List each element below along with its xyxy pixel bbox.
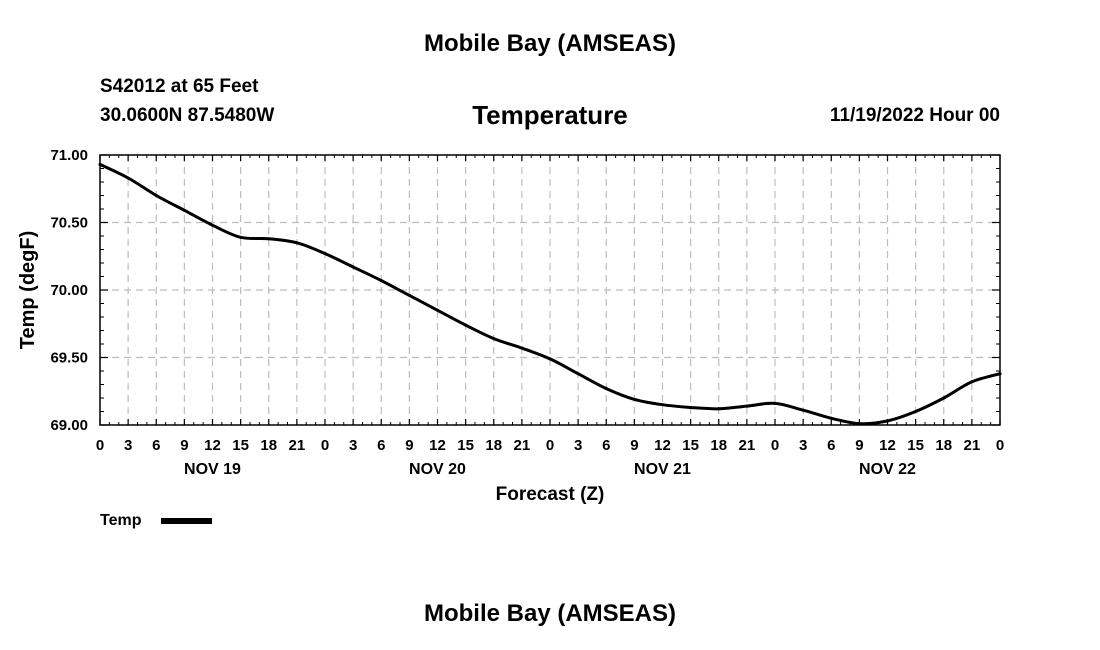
x-tick-label: 15 — [457, 437, 474, 454]
temp-data-point — [154, 194, 158, 197]
page-title: Mobile Bay (AMSEAS) — [423, 30, 677, 57]
x-tick-label: 15 — [682, 437, 699, 454]
x-tick-label: 3 — [799, 437, 807, 454]
temp-data-point — [745, 404, 749, 408]
x-tick-label: 9 — [630, 437, 638, 454]
station-label: S42012 at 65 Feet — [100, 76, 259, 97]
temp-data-point — [407, 293, 411, 297]
x-tick-label: 21 — [739, 437, 756, 454]
temp-data-point — [689, 405, 693, 409]
temp-data-point — [970, 380, 974, 384]
x-tick-label: 0 — [321, 437, 329, 454]
temp-data-point — [857, 422, 861, 426]
temp-data-point — [717, 407, 721, 411]
temp-data-point — [661, 403, 664, 407]
y-axis-label: Temp (degF) — [17, 231, 39, 350]
y-tick-label: 71.00 — [50, 147, 88, 164]
x-tick-label: 12 — [204, 437, 221, 454]
temp-data-point — [886, 419, 889, 423]
temp-data-point — [295, 241, 299, 245]
temp-data-point — [351, 265, 355, 269]
temp-data-point — [379, 279, 383, 283]
day-label: NOV 20 — [409, 461, 466, 478]
legend: Temp — [100, 512, 212, 529]
temp-data-point — [182, 208, 186, 212]
day-label: NOV 19 — [184, 461, 241, 478]
x-tick-label: 18 — [935, 437, 952, 454]
x-tick-label: 18 — [260, 437, 277, 454]
x-axis-label: Forecast (Z) — [496, 484, 605, 505]
x-tick-label: 9 — [180, 437, 188, 454]
y-tick-label: 70.00 — [50, 282, 88, 299]
day-label: NOV 22 — [859, 461, 916, 478]
x-tick-label: 3 — [349, 437, 357, 454]
x-tick-label: 21 — [964, 437, 981, 454]
forecast-datetime: 11/19/2022 Hour 00 — [829, 105, 1000, 126]
x-tick-label: 6 — [377, 437, 385, 454]
x-tick-label: 6 — [602, 437, 610, 454]
y-tick-label: 69.00 — [50, 417, 88, 434]
temp-data-point — [829, 416, 833, 420]
temp-data-point — [323, 252, 327, 256]
temp-data-point — [98, 162, 102, 166]
temp-data-point — [211, 223, 214, 227]
axis-ticks — [99, 154, 1001, 426]
temp-data-point — [801, 408, 805, 412]
x-tick-label: 9 — [855, 437, 863, 454]
y-tick-label: 70.50 — [50, 215, 88, 232]
axis-labels: 0 3 6 9 12 15 18 21 0 3 6 9 12 15 18 21 0 3 6 9 12 15 18 21 0 3 6 9… — [50, 147, 1004, 478]
x-tick-label: 6 — [827, 437, 835, 454]
footer-title: Mobile Bay (AMSEAS) — [423, 600, 677, 627]
x-tick-label: 21 — [514, 437, 531, 454]
grid — [100, 155, 1000, 425]
x-tick-label: 18 — [710, 437, 727, 454]
legend-label-temp: Temp — [100, 512, 142, 529]
temp-data-point — [436, 308, 439, 312]
chart-title: Temperature — [472, 100, 628, 130]
x-tick-label: 3 — [574, 437, 582, 454]
temp-data-point — [548, 357, 552, 361]
temp-data-point — [998, 372, 1002, 376]
temp-data-point — [576, 372, 580, 376]
temp-data-point — [942, 396, 946, 400]
x-tick-label: 3 — [124, 437, 132, 454]
x-tick-label: 21 — [289, 437, 306, 454]
x-tick-label: 9 — [405, 437, 413, 454]
x-tick-label: 12 — [654, 437, 671, 454]
x-tick-label: 15 — [232, 437, 249, 454]
x-tick-label: 0 — [771, 437, 779, 454]
temp-data-point — [492, 337, 496, 341]
day-label: NOV 21 — [634, 461, 691, 478]
data-points — [98, 162, 1002, 426]
x-tick-label: 0 — [96, 437, 104, 454]
temp-data-point — [520, 346, 524, 350]
x-tick-label: 18 — [485, 437, 502, 454]
x-tick-label: 12 — [879, 437, 896, 454]
temp-data-point — [126, 176, 130, 180]
temp-data-point — [464, 323, 468, 327]
x-tick-label: 0 — [996, 437, 1004, 454]
x-tick-label: 15 — [907, 437, 924, 454]
temp-data-point — [267, 237, 271, 241]
temp-data-point — [604, 387, 608, 391]
temp-data-point — [773, 401, 777, 405]
temp-data-point — [632, 397, 636, 401]
x-tick-label: 12 — [429, 437, 446, 454]
temp-data-point — [239, 235, 243, 239]
coordinates-label: 30.0600N 87.5480W — [100, 105, 275, 126]
temp-data-point — [914, 410, 918, 413]
x-tick-label: 0 — [546, 437, 554, 454]
x-tick-label: 6 — [152, 437, 160, 454]
y-tick-label: 69.50 — [50, 350, 88, 367]
